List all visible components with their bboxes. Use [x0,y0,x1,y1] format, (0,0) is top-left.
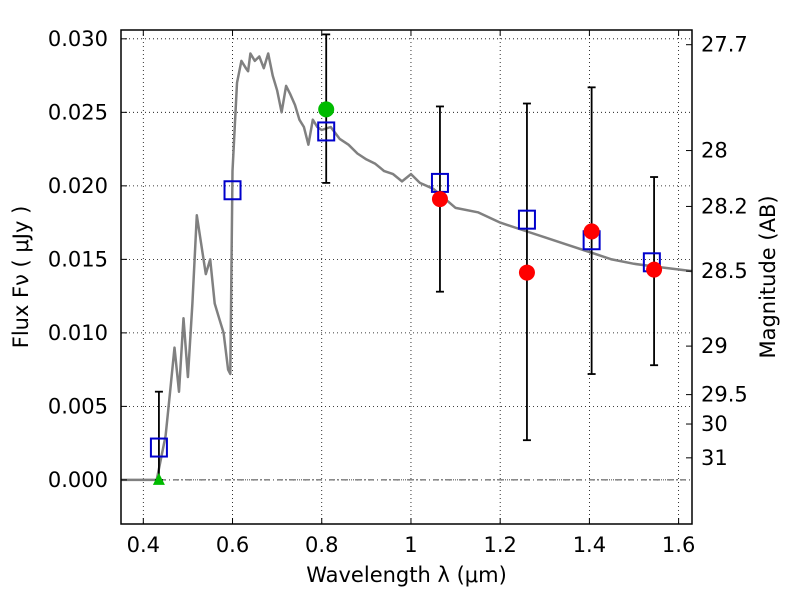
right-tick-label: 28.2 [701,194,748,218]
model-spectrum [121,52,693,482]
y-tick-label: 0.030 [48,27,108,51]
x-tick-label: 0.6 [216,533,249,557]
y-axis-label: Flux Fν ( μJy ) [9,206,33,349]
right-tick-label: 28 [701,139,728,163]
circle-marker [583,223,600,240]
x-tick-label: 1.2 [483,533,516,557]
right-axis-label: Magnitude (AB) [756,195,780,358]
y-tick-label: 0.015 [48,247,108,271]
square-marker [223,180,242,201]
right-tick-label: 29.5 [701,383,748,407]
right-tick-label: 31 [701,446,728,470]
circle-marker [318,101,335,118]
y-tick-label: 0.020 [48,174,108,198]
grid [121,30,692,524]
x-tick-label: 0.4 [127,533,160,557]
plot-frame [120,29,693,525]
square-marker [517,209,536,230]
data-markers [149,101,663,485]
square-marker [149,437,168,458]
triangle-marker [152,472,165,485]
right-tick-label: 28.5 [701,259,748,283]
y-tick-label: 0.000 [48,468,108,492]
x-tick-label: 0.8 [305,533,338,557]
x-axis-label: Wavelength λ (μm) [306,563,507,587]
circle-marker [518,264,535,281]
y-tick-label: 0.005 [48,394,108,418]
x-tick-label: 1.6 [662,533,695,557]
right-tick-label: 29 [701,334,728,358]
square-marker [317,121,336,142]
y-tick-label: 0.010 [48,321,108,345]
x-tick-label: 1.4 [573,533,606,557]
circle-marker [646,261,663,278]
right-tick-label: 30 [701,412,728,436]
circle-marker [431,191,448,208]
right-tick-label: 27.7 [701,33,748,57]
spectrum-line [121,52,693,482]
x-tick-label: 1 [404,533,417,557]
y-tick-label: 0.025 [48,100,108,124]
axis-ticks: 0.4 0.6 0.8 1 1.2 1.4 1.6 0.000 0.005 0.010 0.015 0… [48,27,748,557]
